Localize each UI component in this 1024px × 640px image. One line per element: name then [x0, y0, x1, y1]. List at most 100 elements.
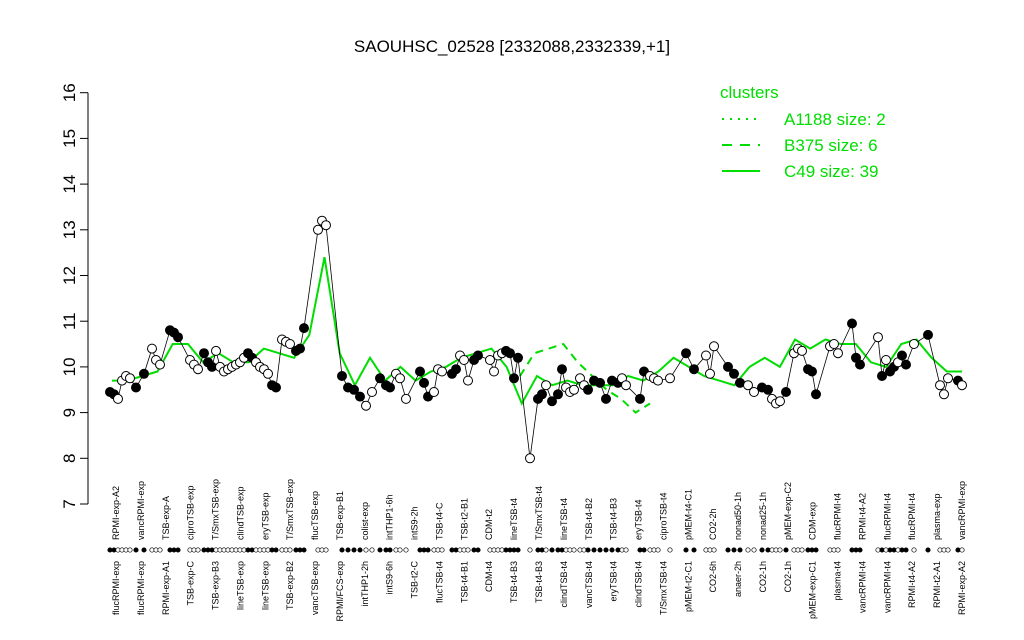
x-tick-label: RPMI-t4-A2	[907, 561, 917, 608]
rug-mark	[301, 547, 307, 553]
legend-entry-c49: C49 size: 39	[784, 162, 879, 181]
data-point	[763, 384, 773, 395]
x-tick-label: flucRPMI-exp	[111, 561, 121, 615]
legend-title: clusters	[720, 83, 779, 102]
data-point	[653, 375, 663, 386]
rug-mark	[425, 547, 431, 553]
data-point	[547, 396, 557, 407]
x-tick-label: TSB-exp-B1	[335, 491, 345, 540]
chart-title: SAOUHSC_02528 [2332088,2332339,+1]	[354, 37, 670, 56]
rug-mark	[641, 547, 647, 553]
data-point	[781, 387, 791, 397]
y-tick-label: 15	[60, 129, 79, 148]
x-tick-label: TSB-exp-A	[161, 496, 171, 540]
rug-mark	[731, 547, 737, 553]
x-tick-label: anaer-2h	[733, 561, 743, 597]
rug-mark	[925, 547, 931, 553]
rug-mark	[549, 547, 555, 553]
rug-mark	[475, 547, 481, 553]
rug-mark	[287, 547, 293, 553]
y-tick-label: 9	[60, 408, 79, 417]
data-point	[729, 368, 739, 379]
x-tick-label: intTHP1-2h	[360, 561, 370, 607]
rug-mark	[357, 547, 363, 553]
rug-mark	[543, 547, 549, 553]
x-tick-label: lineTSB-exp	[235, 561, 245, 610]
x-tick-label: clindTSB-exp	[235, 486, 245, 540]
rug-mark	[571, 547, 577, 553]
x-tick-label: TSB-t4-B2	[584, 498, 594, 540]
x-tick-label: TSB-exp-B3	[211, 561, 221, 610]
data-point	[743, 380, 753, 391]
rug-mark	[683, 547, 689, 553]
y-tick-label: 8	[60, 454, 79, 463]
data-point	[199, 348, 209, 359]
x-tick-label: TSB-exp-C	[186, 561, 196, 606]
x-tick-label: flucRPMI-t4	[882, 493, 892, 540]
data-point	[873, 332, 883, 343]
data-point	[337, 371, 347, 381]
data-point	[705, 368, 715, 379]
rug-mark	[691, 547, 697, 553]
rug-mark	[591, 547, 597, 553]
data-point	[811, 389, 821, 400]
data-point	[833, 348, 843, 359]
x-tick-label: intS9-2h	[410, 506, 420, 540]
data-point	[553, 389, 563, 400]
x-tick-label: T/SmxTSB-exp	[211, 479, 221, 540]
data-point	[295, 343, 305, 354]
rug-mark	[737, 547, 743, 553]
rug-mark	[323, 547, 329, 553]
data-point	[877, 371, 887, 381]
data-point	[139, 368, 149, 379]
y-tick-label: 10	[60, 357, 79, 376]
x-tick-label: eryTSB-exp	[260, 492, 270, 540]
x-tick-label: colist-exp	[360, 502, 370, 540]
data-point	[463, 375, 473, 386]
data-point	[459, 355, 469, 365]
data-point	[923, 329, 933, 340]
data-point	[847, 318, 857, 329]
data-point	[113, 393, 123, 404]
rug-mark	[397, 547, 403, 553]
rug-mark	[745, 547, 751, 553]
x-tick-label: vancTSB-exp	[310, 561, 320, 615]
data-point	[263, 368, 273, 379]
x-tick-label: CDM-t2	[484, 509, 494, 540]
rug-mark	[751, 547, 757, 553]
data-point	[173, 332, 183, 343]
x-tick-label: CDM-t4	[484, 561, 494, 592]
rug-mark	[759, 547, 765, 553]
data-point	[665, 373, 675, 384]
y-tick-label: 16	[60, 83, 79, 102]
data-point	[749, 387, 759, 397]
data-point	[569, 384, 579, 395]
rug-mark	[387, 547, 393, 553]
x-tick-label: clindTSB-t4	[634, 561, 644, 608]
data-point	[193, 364, 203, 375]
data-point	[689, 364, 699, 375]
rug-mark	[345, 547, 351, 553]
data-point	[601, 393, 611, 404]
rug-mark	[403, 547, 409, 553]
x-tick-label: CO2-1h	[783, 561, 793, 593]
x-tick-label: RPMI-t4-A2	[858, 493, 868, 540]
data-point	[299, 323, 309, 334]
x-tick-label: lineTSB-t4	[509, 498, 519, 540]
x-tick-label: CDM-exp	[808, 502, 818, 540]
rug-mark	[667, 547, 673, 553]
data-point	[385, 382, 395, 393]
data-point	[355, 391, 365, 402]
rug-mark	[273, 547, 279, 553]
x-tick-label: RPMI-exp-A1	[161, 561, 171, 615]
x-tick-label: vancTSB-t4	[584, 561, 594, 608]
x-tick-label: intS9-6h	[385, 561, 395, 595]
x-tick-label: pMEM-exp-C1	[808, 561, 818, 619]
x-tick-label: flucRPMI-t4	[907, 493, 917, 540]
legend: clusters A1188 size: 2 B375 size: 6 C49 …	[720, 83, 886, 181]
y-tick-label: 12	[60, 266, 79, 285]
data-point	[881, 355, 891, 365]
data-point	[943, 373, 953, 384]
data-point	[147, 343, 157, 354]
y-tick-label: 11	[60, 312, 79, 330]
